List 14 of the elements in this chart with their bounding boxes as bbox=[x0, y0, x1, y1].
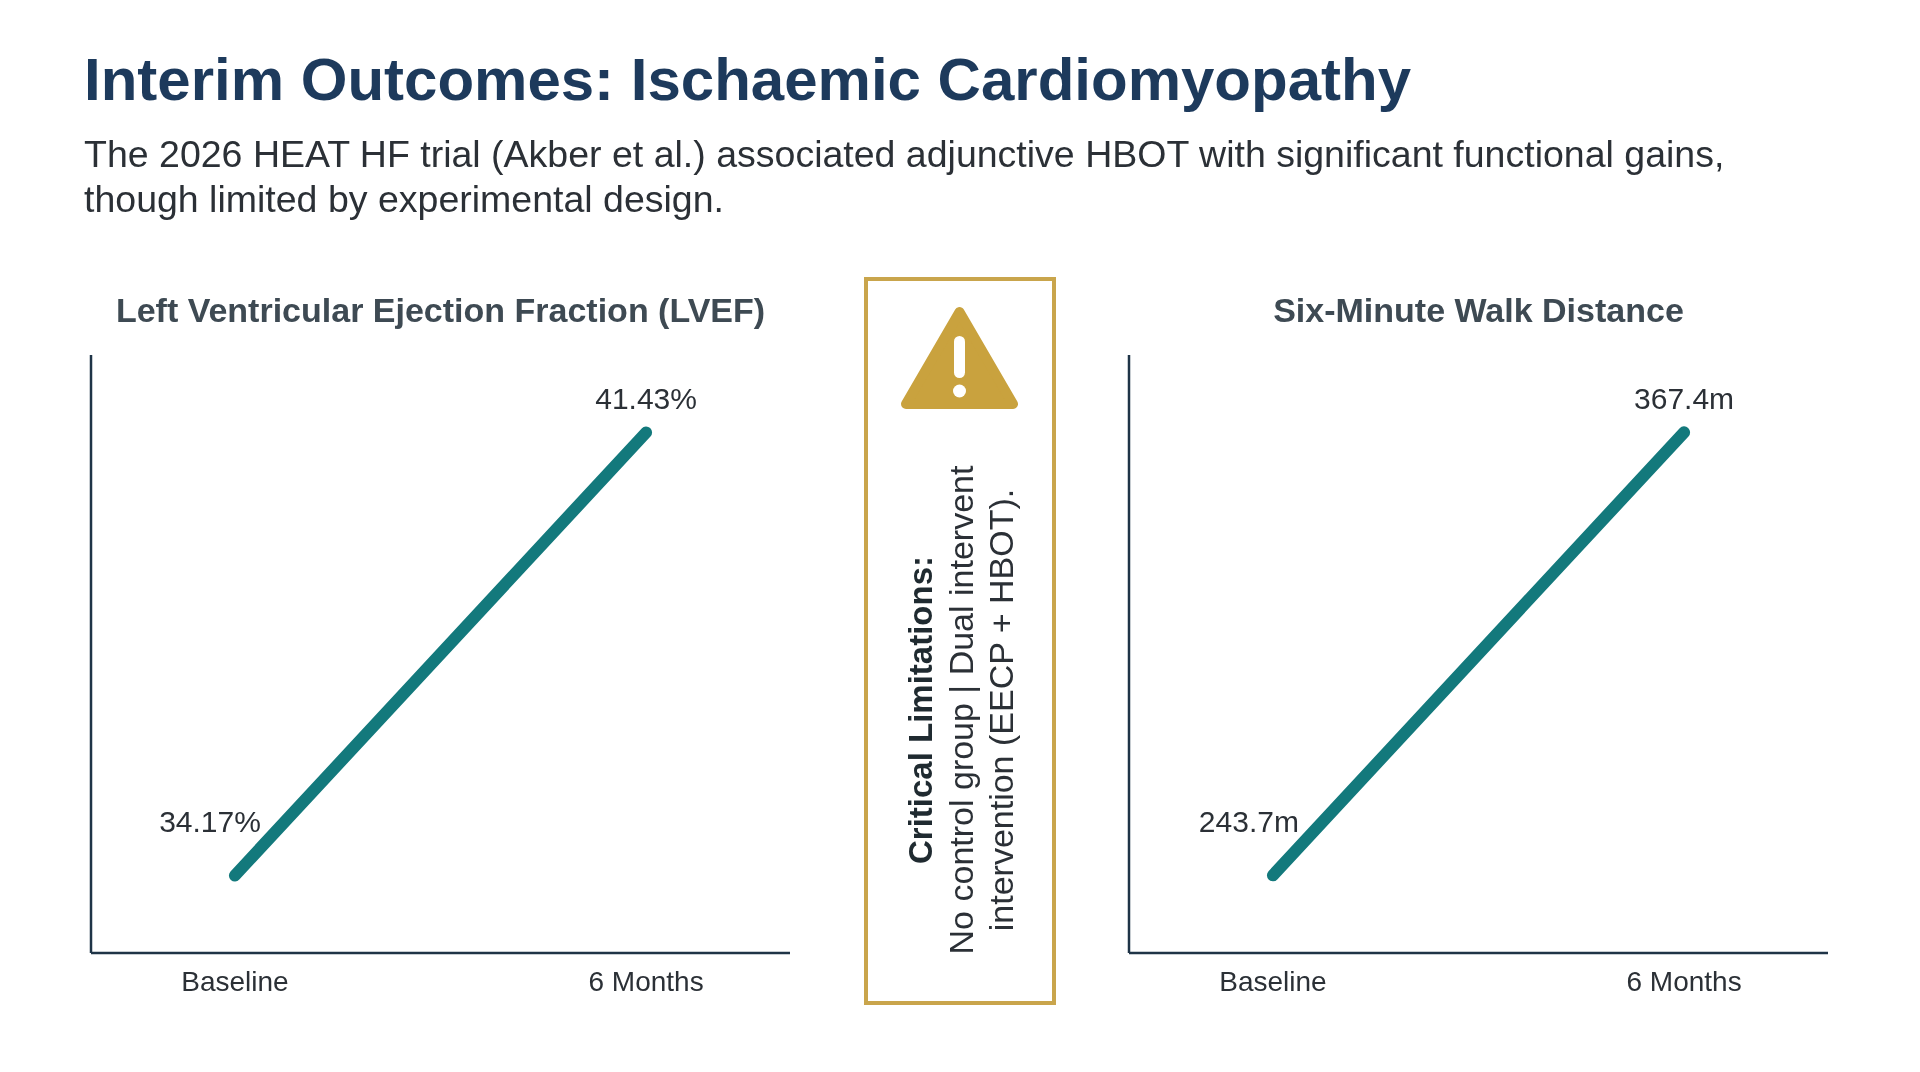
chart-title: Six-Minute Walk Distance bbox=[1272, 290, 1685, 331]
data-label: 367.4m bbox=[1634, 381, 1735, 415]
x-tick-label: Baseline bbox=[1219, 965, 1327, 997]
data-label: 243.7m bbox=[1198, 804, 1299, 838]
x-tick-label: 6 Months bbox=[1626, 965, 1742, 997]
x-tick-label: 6 Months bbox=[588, 965, 704, 997]
data-label: 41.43% bbox=[595, 382, 697, 415]
text: No control group | Dual intervent intervention (EECP + HBOT). bbox=[941, 464, 1021, 957]
data-label: 34.17% bbox=[159, 805, 261, 838]
text: The 2026 HEAT HF trial (Akber et al.) associated adjunctive HBOT with significant functional gains, though limited by experimental design. bbox=[84, 132, 1726, 222]
text: Interim Outcomes: Ischaemic Cardiomyopathy bbox=[84, 45, 1413, 115]
text: Critical Limitations: bbox=[901, 555, 940, 867]
x-tick-label: Baseline bbox=[181, 965, 289, 997]
chart-title: Left Ventricular Ejection Fraction (LVEF) bbox=[114, 290, 767, 331]
